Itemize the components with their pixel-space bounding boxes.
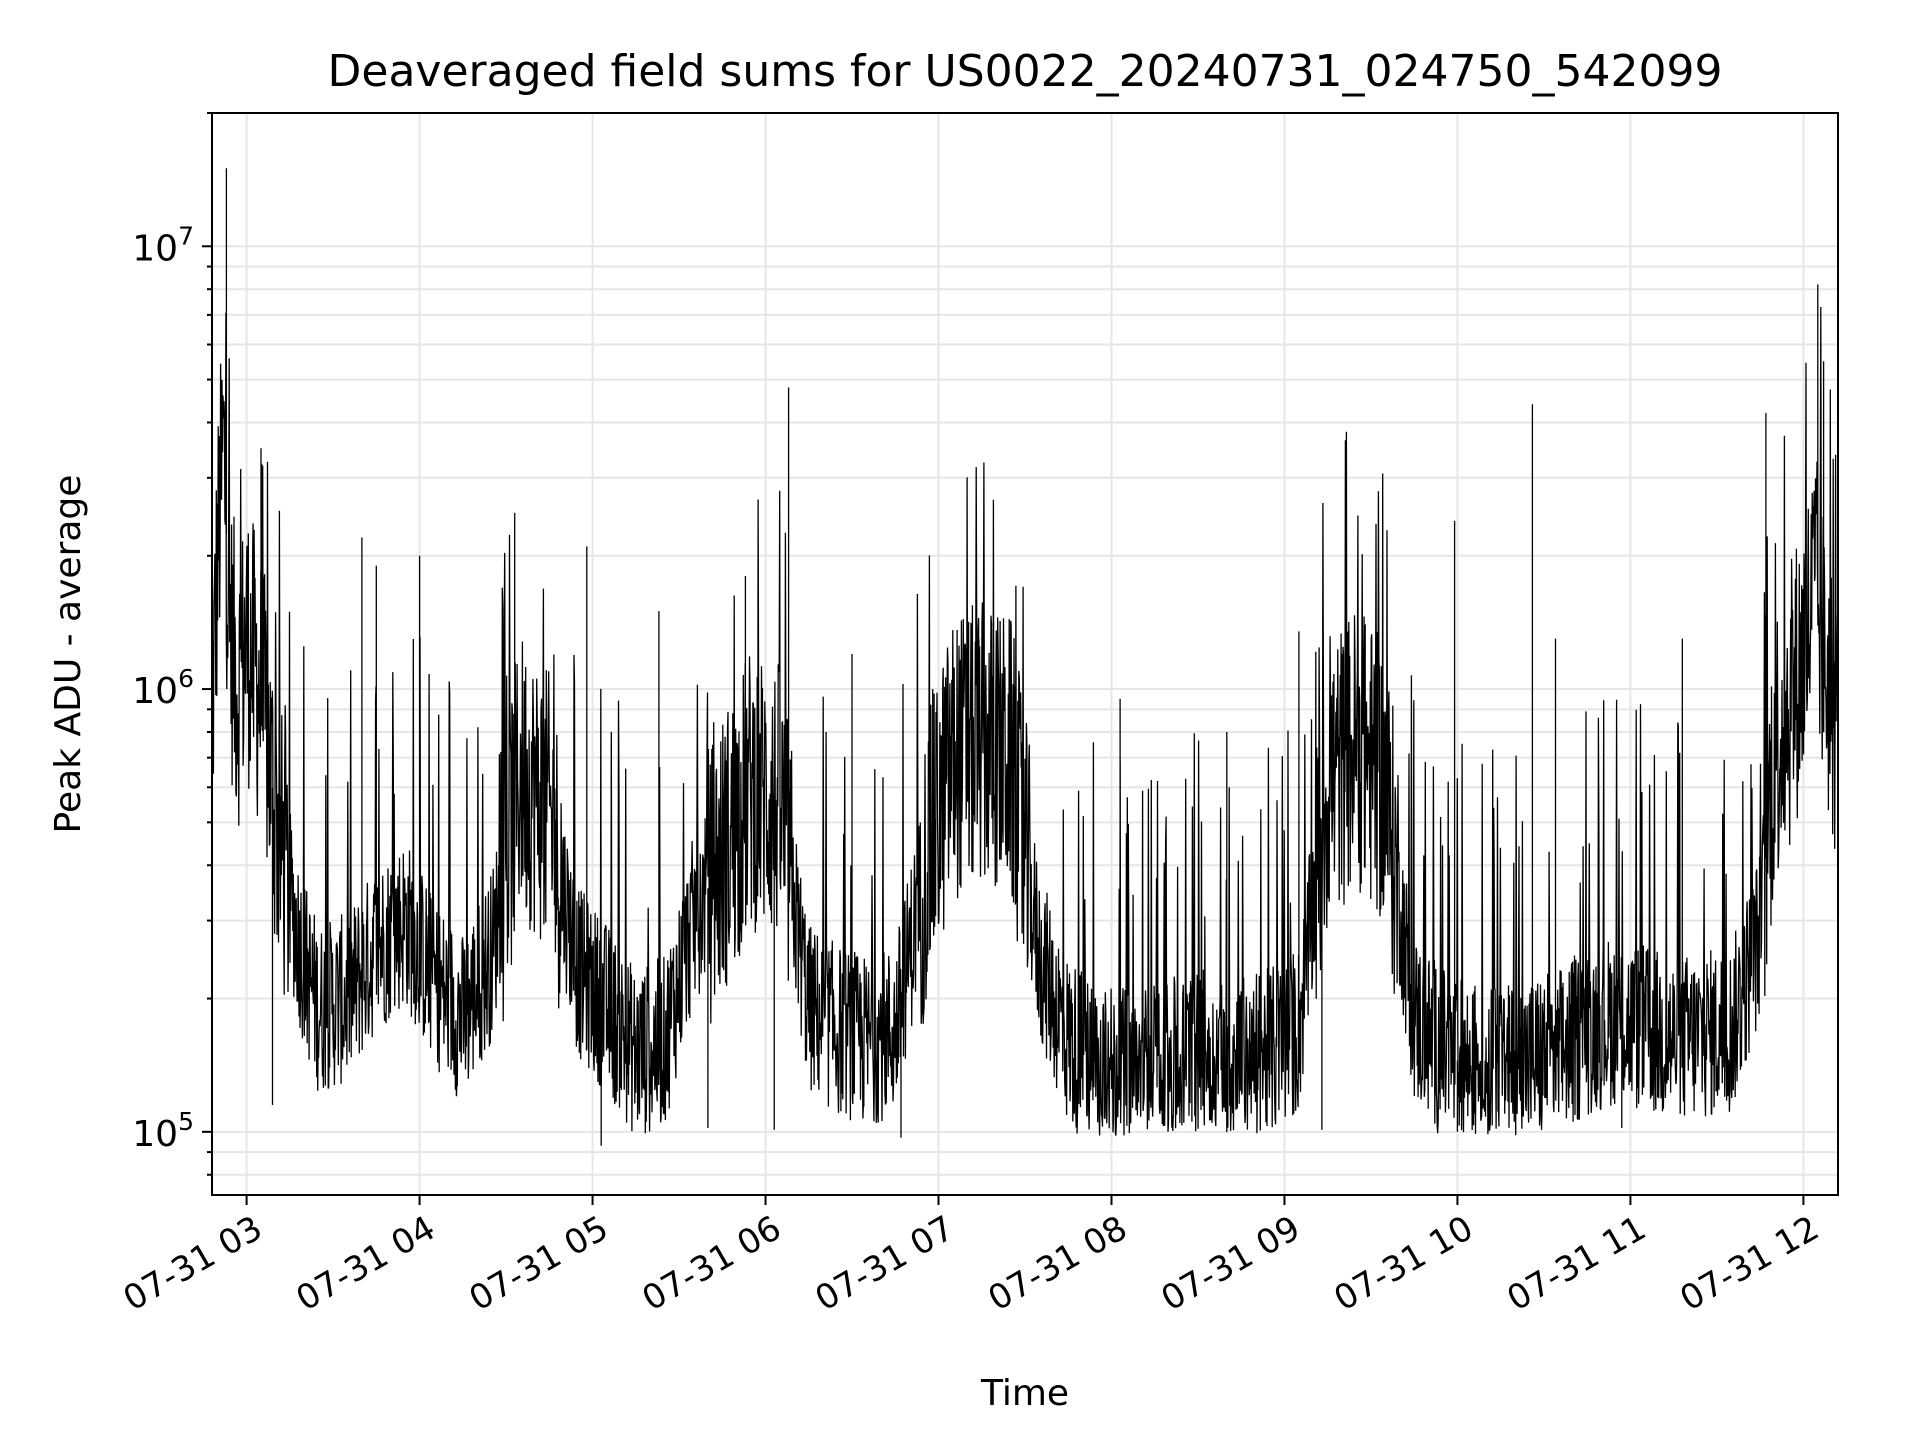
chart-title: Deaveraged field sums for US0022_2024073… <box>328 46 1723 97</box>
y-tick-label-base: 10 <box>132 228 178 269</box>
y-tick-label-base: 10 <box>132 671 178 712</box>
x-axis-label: Time <box>980 1373 1069 1414</box>
series-line <box>212 168 1838 1146</box>
y-tick-label: 106 <box>132 664 194 712</box>
y-axis-label: Peak ADU - average <box>48 475 89 834</box>
y-tick-label-base: 10 <box>132 1114 178 1155</box>
series-layer <box>212 168 1838 1146</box>
plot-area <box>212 168 1838 1146</box>
y-tick-label-exponent: 7 <box>178 221 194 250</box>
y-tick-label-exponent: 6 <box>178 664 194 693</box>
y-tick-label: 107 <box>132 221 194 269</box>
y-tick-label-exponent: 5 <box>178 1107 194 1136</box>
plot-frame <box>211 112 1839 1196</box>
y-tick-label: 105 <box>132 1107 194 1155</box>
